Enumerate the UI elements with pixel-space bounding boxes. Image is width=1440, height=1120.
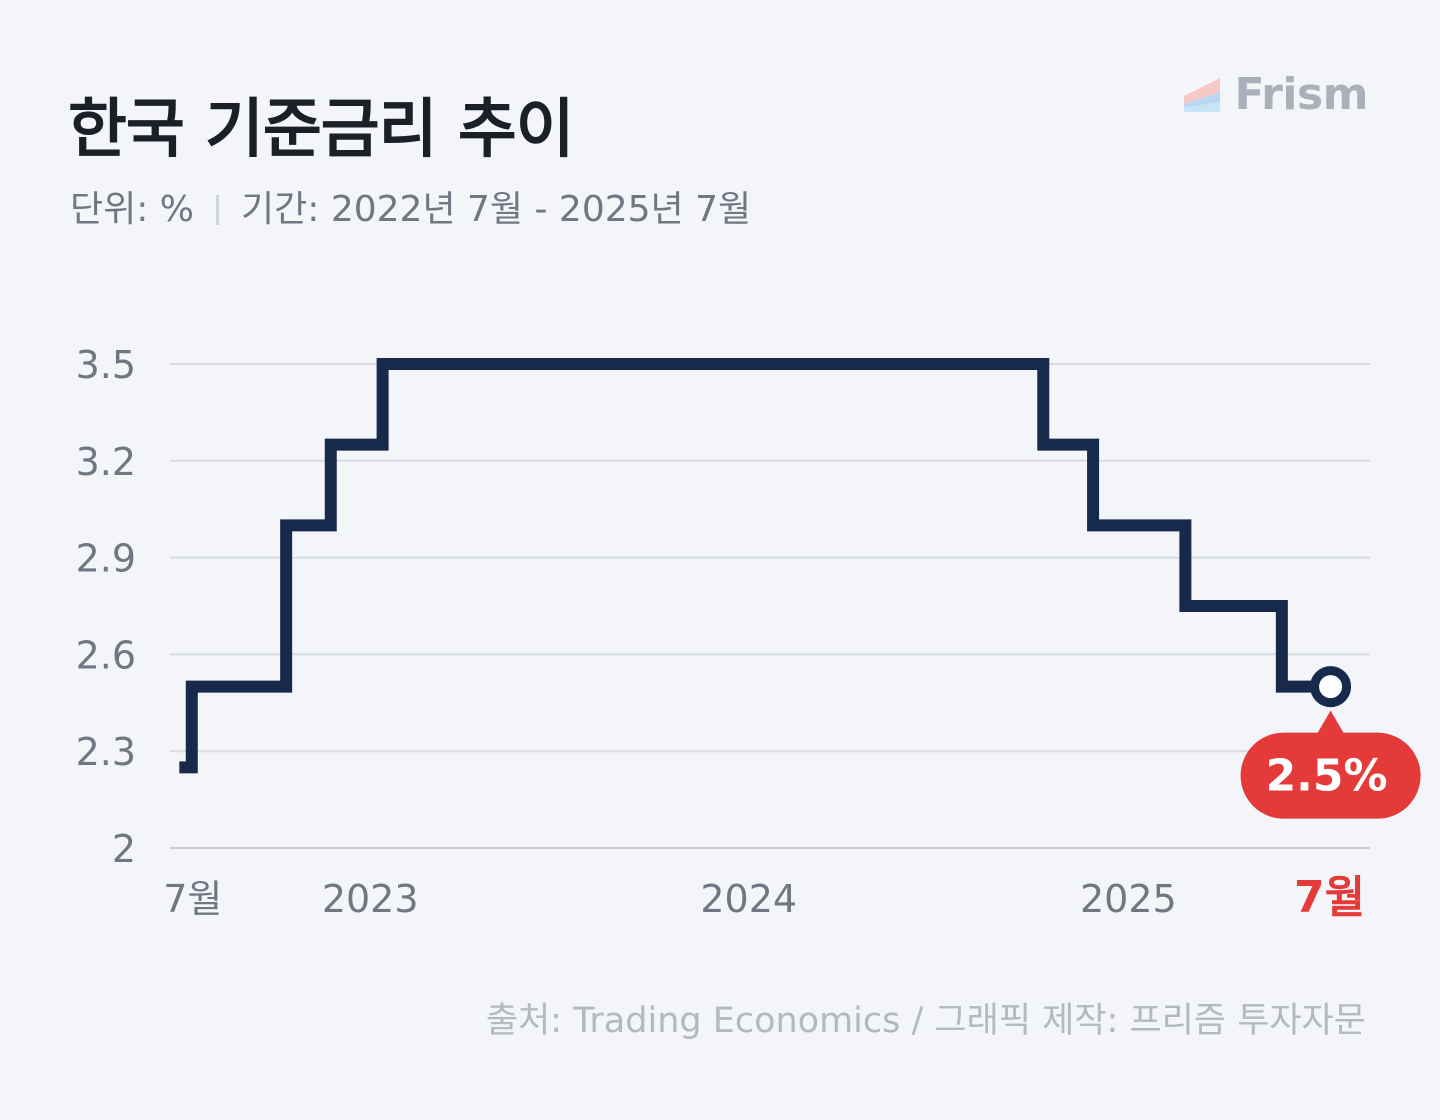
chart-title: 한국 기준금리 추이 [68,93,575,167]
y-tick-label: 3.5 [76,343,136,387]
value-callout [1240,732,1421,819]
y-tick-label: 2.3 [76,730,136,774]
subtitle-divider [216,195,220,225]
y-tick-label: 2.6 [76,633,136,677]
end-point-marker [1310,666,1352,708]
brand-logo: Frism [1182,68,1368,120]
period-label: 기간: 2022년 7월 - 2025년 7월 [241,189,752,230]
unit-label: 단위: % [70,189,195,230]
x-tick-label-current: 7월 [1294,872,1365,923]
brand-name: Frism [1234,68,1368,120]
x-tick-label: 2024 [700,877,797,921]
x-tick-label: 2025 [1080,877,1177,921]
x-tick-label: 2023 [322,877,419,921]
rate-series-line [179,358,1331,774]
y-tick-label: 3.2 [76,440,136,484]
x-tick-label: 7월 [163,877,222,921]
source-caption: 출처: Trading Economics / 그래픽 제작: 프리즘 투자자문 [485,1001,1366,1041]
y-tick-label: 2.9 [76,537,136,581]
frism-logo-icon [1184,78,1221,112]
chart-subtitle: 단위: % 기간: 2022년 7월 - 2025년 7월 [70,180,751,232]
y-tick-label: 2 [112,827,136,871]
callout-label: 2.5% [1266,751,1388,802]
callout-pointer [1316,710,1345,735]
